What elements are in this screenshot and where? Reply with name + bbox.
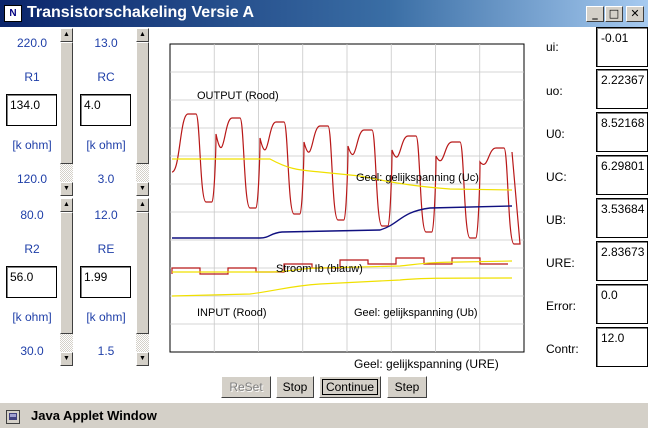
scroll-track[interactable] [136,164,149,182]
stop-button[interactable]: Stop [276,376,314,398]
uo-label: uo: [546,84,563,98]
ub-label: Geel: gelijkspanning (Ub) [354,307,478,319]
ub-readout[interactable]: 3.53684 [596,198,648,238]
maximize-button[interactable]: □ [605,6,623,22]
scroll-down-icon[interactable]: ▼ [60,182,73,196]
close-button[interactable]: ✕ [626,6,644,22]
app-icon[interactable]: N [4,5,22,22]
re-label: RE [97,242,115,256]
minimize-button[interactable]: _ [586,6,604,22]
contr-label: Contr: [546,342,579,356]
r1-scrollbar[interactable]: ▲ ▼ [60,28,73,196]
ib-current-line [172,205,513,239]
scroll-down-icon[interactable]: ▼ [136,182,149,196]
rc-max-value: 13.0 [94,36,118,50]
r2-field[interactable]: 56.0 [6,266,57,298]
r2-max-value: 80.0 [20,208,44,222]
re-scrollbar[interactable]: ▲ ▼ [136,198,149,366]
uc-label: Geel: gelijkspanning (Uc) [356,172,479,184]
scroll-down-icon[interactable]: ▼ [60,352,73,366]
ure-readout-label: URE: [546,256,575,270]
output-waveform [171,113,521,245]
scroll-track[interactable] [136,334,149,352]
uc-dc-line [172,158,513,191]
window-title: Transistorschakeling Versie A [27,4,255,21]
scroll-up-icon[interactable]: ▲ [136,28,149,42]
uo-readout[interactable]: 2.22367 [596,69,648,109]
uc-readout[interactable]: 6.29801 [596,155,648,195]
ure-readout[interactable]: 2.83673 [596,241,648,281]
ui-readout[interactable]: -0.01 [596,27,648,67]
ub-readout-label: UB: [546,213,567,227]
ub-dc-line [172,260,513,273]
re-field[interactable]: 1.99 [80,266,131,298]
ui-label: ui: [546,40,559,54]
scroll-track[interactable] [60,334,73,352]
scroll-track[interactable] [60,164,73,182]
status-text: Java Applet Window [31,408,157,423]
scroll-up-icon[interactable]: ▲ [60,28,73,42]
re-max-value: 12.0 [94,208,118,222]
continue-button[interactable]: Continue [319,376,381,398]
status-bar: Java Applet Window [0,402,648,428]
r2-scrollbar[interactable]: ▲ ▼ [60,198,73,366]
r1-min-value: 120.0 [16,172,48,186]
input-label: INPUT (Rood) [197,307,266,319]
uc-readout-label: UC: [546,170,567,184]
error-readout[interactable]: 0.0 [596,284,648,324]
ure-label: Geel: gelijkspanning (URE) [354,357,499,371]
scroll-thumb[interactable] [136,42,149,164]
r2-min-value: 30.0 [20,344,44,358]
scroll-thumb[interactable] [60,42,73,164]
scroll-down-icon[interactable]: ▼ [136,352,149,366]
scroll-thumb[interactable] [136,212,149,334]
r1-label: R1 [24,70,40,84]
re-min-value: 1.5 [97,344,115,358]
scroll-thumb[interactable] [60,212,73,334]
rc-label: RC [97,70,115,84]
rc-scrollbar[interactable]: ▲ ▼ [136,28,149,196]
r2-label: R2 [24,242,40,256]
scroll-up-icon[interactable]: ▲ [60,198,73,212]
reset-button[interactable]: ReSet [221,376,271,398]
rc-field[interactable]: 4.0 [80,94,131,126]
signal-graph: OUTPUT (Rood) Geel: gelijkspanning (Uc) … [169,43,525,353]
r2-unit: [k ohm] [12,310,52,324]
title-bar: N Transistorschakeling Versie A _ □ ✕ [0,0,648,27]
rc-unit: [k ohm] [86,138,126,152]
rc-min-value: 3.0 [97,172,115,186]
error-label: Error: [546,299,576,313]
scroll-up-icon[interactable]: ▲ [136,198,149,212]
u0-label: U0: [546,127,565,141]
ib-label: Stroom Ib (blauw) [276,263,363,275]
step-button[interactable]: Step [387,376,427,398]
r1-max-value: 220.0 [16,36,48,50]
u0-readout[interactable]: 8.52168 [596,112,648,152]
contr-readout[interactable]: 12.0 [596,327,648,367]
r1-unit: [k ohm] [12,138,52,152]
output-label: OUTPUT (Rood) [197,90,279,102]
r1-field[interactable]: 134.0 [6,94,57,126]
ure-dc-line [171,277,513,297]
re-unit: [k ohm] [86,310,126,324]
java-applet-icon [6,410,20,424]
